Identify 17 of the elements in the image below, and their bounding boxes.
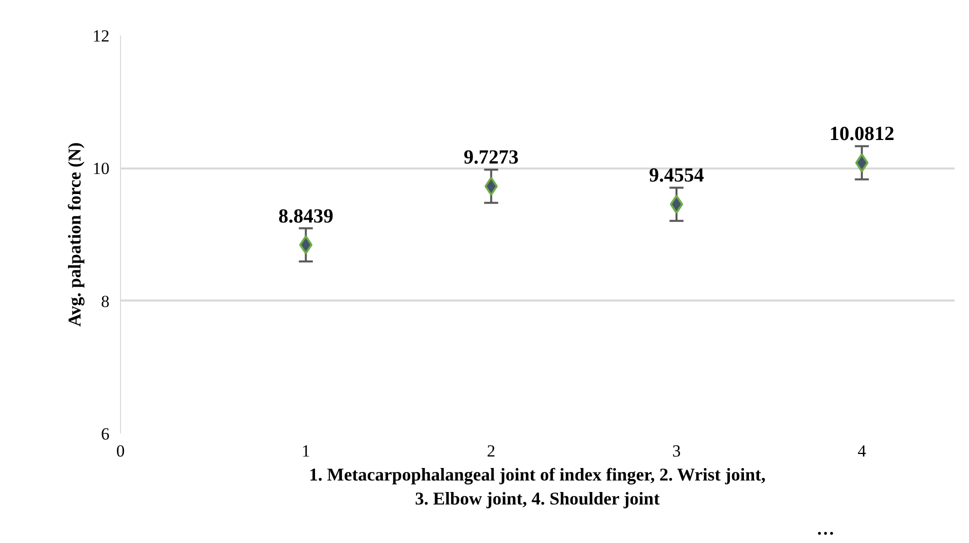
data-label: 10.0812 (829, 123, 894, 146)
x-tick-label: 2 (486, 442, 496, 460)
data-label: 8.8439 (278, 205, 334, 228)
x-tick-label: 0 (116, 442, 125, 460)
y-axis-title: Avg. palpation force (N) (64, 142, 84, 327)
data-label: 9.7273 (464, 146, 519, 169)
x-tick-label: 4 (858, 442, 867, 460)
text: … (816, 518, 834, 538)
y-tick-label: 12 (92, 26, 110, 46)
point (670, 194, 684, 214)
x-axis-title: 1. Metacarpophalangeal joint of index finger, 2. Wrist joint, 3. Elbow joint, 4. Shoulder joint (309, 464, 766, 508)
y-tick-label: 6 (101, 424, 110, 444)
y-tick-label: 10 (92, 159, 110, 178)
y-tick-label: 8 (101, 292, 110, 311)
x-tick-label: 3 (672, 442, 681, 460)
data-label: 9.4554 (649, 164, 704, 187)
x-tick-label: 1 (302, 442, 310, 460)
